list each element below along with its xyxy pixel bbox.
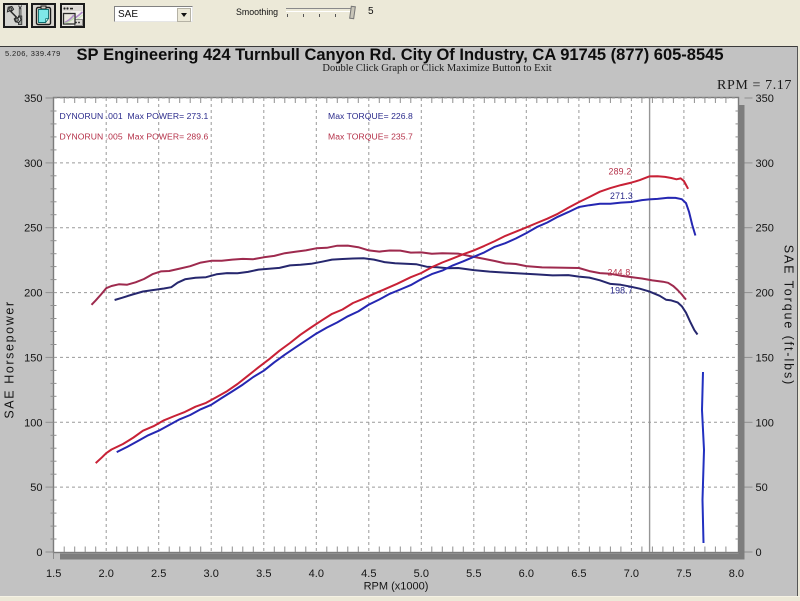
svg-text:0: 0 bbox=[756, 547, 762, 559]
svg-text:Max TORQUE= 226.8: Max TORQUE= 226.8 bbox=[328, 111, 413, 121]
svg-text:Max TORQUE= 235.7: Max TORQUE= 235.7 bbox=[328, 132, 413, 142]
svg-text:100: 100 bbox=[24, 417, 42, 429]
svg-text:300: 300 bbox=[756, 158, 774, 170]
svg-text:6.5: 6.5 bbox=[571, 568, 586, 580]
svg-text:300: 300 bbox=[24, 158, 42, 170]
svg-text:6.0: 6.0 bbox=[519, 568, 534, 580]
svg-text:271.3: 271.3 bbox=[610, 191, 633, 201]
svg-text:3.5: 3.5 bbox=[256, 568, 271, 580]
svg-text:244.8: 244.8 bbox=[608, 268, 631, 278]
svg-text:250: 250 bbox=[756, 223, 774, 235]
svg-text:198.7: 198.7 bbox=[610, 286, 633, 296]
svg-text:DYNORUN .005 Max POWER= 289.6: DYNORUN .005 Max POWER= 289.6 bbox=[60, 132, 209, 142]
svg-text:7.0: 7.0 bbox=[624, 568, 639, 580]
svg-text:350: 350 bbox=[24, 93, 42, 105]
svg-text:50: 50 bbox=[30, 482, 42, 494]
svg-text:4.0: 4.0 bbox=[309, 568, 324, 580]
svg-text:0: 0 bbox=[36, 547, 42, 559]
svg-text:3.0: 3.0 bbox=[204, 568, 219, 580]
svg-text:DYNORUN .001 Max POWER= 273.1: DYNORUN .001 Max POWER= 273.1 bbox=[60, 111, 209, 121]
svg-text:SAE Horsepower: SAE Horsepower bbox=[3, 300, 17, 418]
svg-text:289.2: 289.2 bbox=[609, 167, 632, 177]
svg-text:200: 200 bbox=[24, 288, 42, 300]
svg-text:150: 150 bbox=[756, 352, 774, 364]
svg-text:150: 150 bbox=[24, 352, 42, 364]
svg-text:100: 100 bbox=[756, 417, 774, 429]
svg-text:5.0: 5.0 bbox=[414, 568, 429, 580]
svg-text:RPM (x1000): RPM (x1000) bbox=[364, 581, 429, 593]
svg-text:200: 200 bbox=[756, 288, 774, 300]
svg-text:5.5: 5.5 bbox=[466, 568, 481, 580]
svg-text:SAE Torque (ft-lbs): SAE Torque (ft-lbs) bbox=[782, 245, 796, 386]
svg-text:8.0: 8.0 bbox=[729, 568, 744, 580]
svg-text:350: 350 bbox=[756, 93, 774, 105]
svg-text:4.5: 4.5 bbox=[361, 568, 376, 580]
svg-text:50: 50 bbox=[756, 482, 768, 494]
svg-text:2.5: 2.5 bbox=[151, 568, 166, 580]
svg-text:1.5: 1.5 bbox=[46, 568, 61, 580]
svg-text:250: 250 bbox=[24, 223, 42, 235]
svg-text:7.5: 7.5 bbox=[676, 568, 691, 580]
svg-text:2.0: 2.0 bbox=[99, 568, 114, 580]
